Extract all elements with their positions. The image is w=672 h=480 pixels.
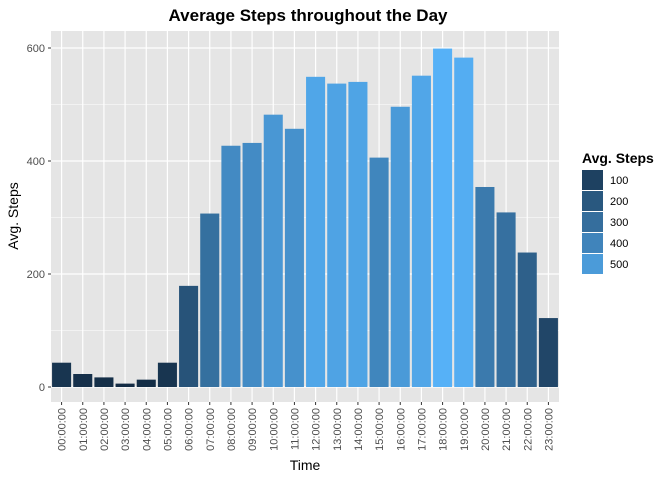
bar <box>369 157 389 387</box>
y-tick-label: 0 <box>39 382 45 394</box>
x-tick-label: 01:00:00 <box>78 408 90 451</box>
y-tick-label: 200 <box>27 269 45 281</box>
x-tick-label: 22:00:00 <box>522 408 534 451</box>
x-tick-label: 13:00:00 <box>332 408 344 451</box>
bar <box>94 377 114 387</box>
x-tick-label: 18:00:00 <box>438 408 450 451</box>
x-tick-label: 06:00:00 <box>184 408 196 451</box>
x-tick-label: 09:00:00 <box>247 408 259 451</box>
bar <box>496 212 516 387</box>
bar <box>433 48 453 387</box>
x-axis: 00:00:00 01:00:00 02:00:00 03:00:00 04:00:00… <box>57 402 555 451</box>
bar <box>327 83 347 387</box>
legend-label: 200 <box>610 196 628 208</box>
bar <box>136 379 156 387</box>
legend-label: 100 <box>610 175 628 187</box>
x-tick-label: 11:00:00 <box>289 408 301 450</box>
legend-key <box>582 254 603 274</box>
bar <box>263 114 283 388</box>
y-tick-label: 600 <box>27 43 45 55</box>
x-tick-label: 14:00:00 <box>353 408 365 451</box>
bar <box>242 142 262 387</box>
bar <box>179 285 199 387</box>
legend-label: 500 <box>610 259 628 271</box>
x-tick-label: 17:00:00 <box>416 408 428 451</box>
bar <box>200 213 220 387</box>
legend-title: Avg. Steps <box>582 150 654 166</box>
legend-label: 400 <box>610 238 628 250</box>
x-tick-label: 08:00:00 <box>226 408 238 451</box>
bar <box>390 106 410 387</box>
x-tick-label: 07:00:00 <box>205 408 217 451</box>
x-tick-label: 05:00:00 <box>162 408 174 451</box>
y-axis: 0 200 400 600 <box>27 43 51 394</box>
x-tick-label: 16:00:00 <box>395 408 407 451</box>
legend: Avg. Steps 100 200 300 400 500 <box>582 150 654 274</box>
x-tick-label: 21:00:00 <box>501 408 513 451</box>
bar <box>306 76 326 387</box>
plot-panel <box>51 31 559 402</box>
bar <box>52 362 72 387</box>
x-tick-label: 12:00:00 <box>311 408 323 451</box>
x-axis-title: Time <box>290 457 321 473</box>
bar <box>348 81 368 388</box>
bar <box>411 75 431 387</box>
bars <box>52 48 558 388</box>
x-tick-label: 03:00:00 <box>120 408 132 451</box>
legend-key <box>582 191 603 211</box>
x-tick-label: 02:00:00 <box>99 408 111 451</box>
legend-key <box>582 233 603 253</box>
y-tick-label: 400 <box>27 156 45 168</box>
x-tick-label: 04:00:00 <box>141 408 153 451</box>
y-axis-title: Avg. Steps <box>5 182 21 249</box>
legend-label: 300 <box>610 217 628 229</box>
bar <box>221 145 241 387</box>
x-tick-label: 20:00:00 <box>480 408 492 451</box>
bar <box>475 186 495 387</box>
bar <box>115 383 135 387</box>
legend-key <box>582 212 603 232</box>
bar <box>454 57 474 387</box>
x-tick-label: 10:00:00 <box>268 408 280 451</box>
chart-title: Average Steps throughout the Day <box>169 6 449 25</box>
x-tick-label: 19:00:00 <box>459 408 471 451</box>
bar <box>73 374 93 387</box>
legend-key <box>582 170 603 190</box>
bar <box>538 318 558 387</box>
x-tick-label: 23:00:00 <box>543 408 555 451</box>
x-tick-label: 00:00:00 <box>57 408 69 451</box>
bar <box>284 128 304 388</box>
bar <box>517 252 537 387</box>
bar <box>157 362 177 387</box>
x-tick-label: 15:00:00 <box>374 408 386 451</box>
minor-gridlines <box>51 104 559 331</box>
